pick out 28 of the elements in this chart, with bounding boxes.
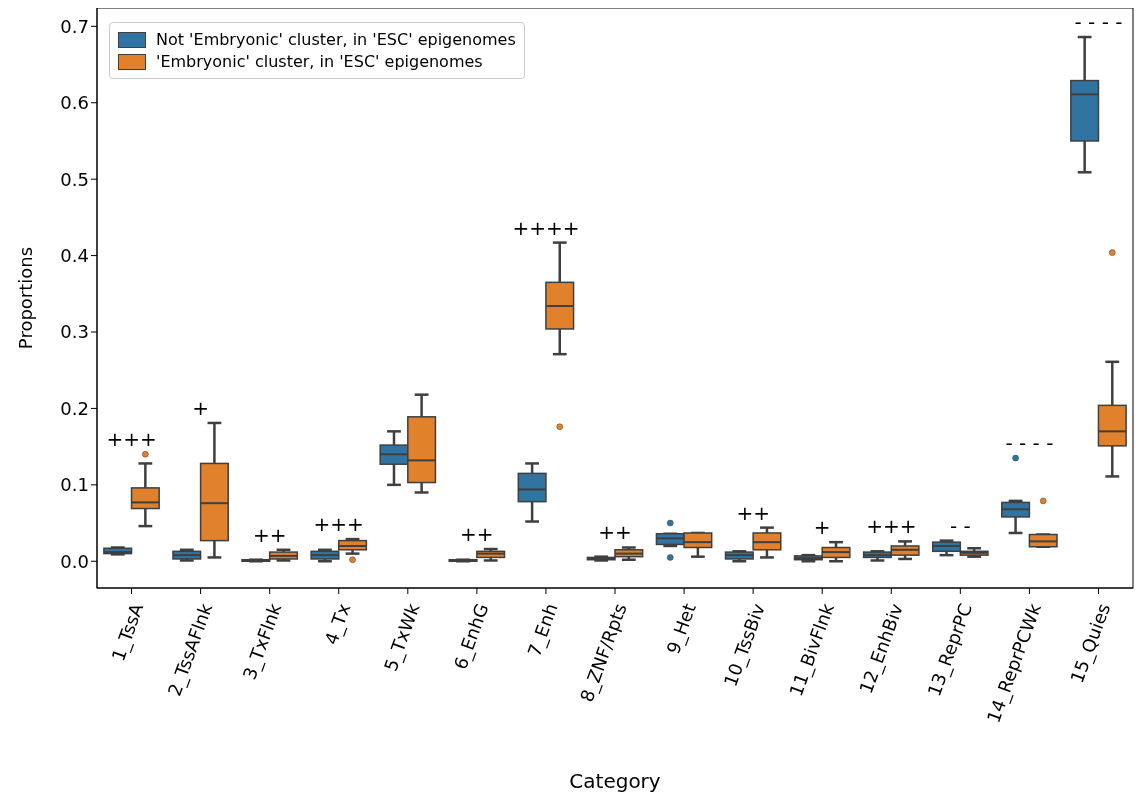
y-tick-label: 0.7 [60,15,89,37]
annotation: +++ [106,427,157,452]
legend-label: 'Embryonic' cluster, in 'ESC' epigenomes [156,52,483,71]
legend-label: Not 'Embryonic' cluster, in 'ESC' epigenomes [156,30,516,49]
y-tick-label: 0.1 [60,474,89,496]
annotation: ++ [736,500,770,525]
y-tick-label: 0.4 [60,244,89,266]
annotation: ++ [598,520,632,545]
annotation: ++ [460,522,494,547]
annotation: +++ [313,512,364,537]
annotation: - - - - [1074,10,1123,35]
x-tick-label: 9_Het [662,600,701,658]
y-tick-label: 0.6 [60,92,89,114]
annotation: - - [949,513,971,538]
x-axis-title: Category [569,769,661,793]
annotation: - - - - [1005,431,1054,456]
x-tick-label: 4_Tx [320,600,356,648]
y-tick-label: 0.0 [60,550,89,572]
y-tick-label: 0.5 [60,168,89,190]
annotation: +++ [866,514,917,539]
y-axis-title: Proportions [15,246,37,350]
x-tick-label: 7_Enh [523,600,563,660]
annotation: ++++ [512,215,580,240]
annotation: + [192,395,209,420]
annotation: ++ [252,522,287,547]
y-tick-label: 0.3 [60,321,89,343]
y-tick-label: 0.2 [60,397,89,419]
annotation: + [813,515,831,540]
